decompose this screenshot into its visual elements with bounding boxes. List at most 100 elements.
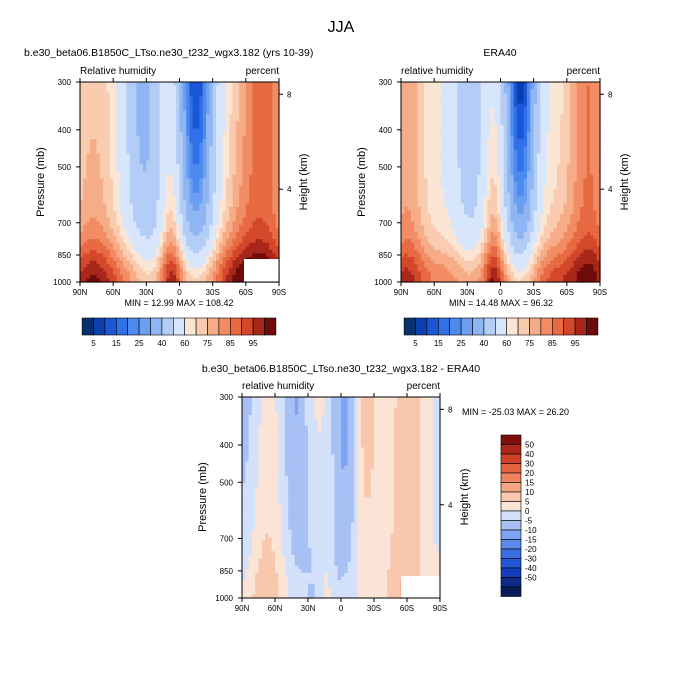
field-cell [447,89,452,94]
field-cell [460,114,465,119]
field-cell [444,178,449,183]
field-cell [460,92,465,97]
field-cell [235,189,240,194]
field-cell [202,132,207,137]
field-cell [239,171,244,176]
field-cell [139,107,144,112]
field-cell [126,128,131,133]
field-cell [430,171,435,176]
field-cell [219,185,224,190]
field-cell [259,103,264,108]
field-cell [219,207,224,212]
field-cell [109,82,114,87]
field-cell [96,171,101,176]
field-cell [212,178,217,183]
field-cell [464,264,468,269]
field-cell [424,278,429,283]
field-cell [487,167,492,172]
field-cell [202,196,207,201]
field-cell [93,199,98,205]
field-cell [407,214,412,219]
field-cell [126,228,131,233]
field-cell [109,217,114,222]
field-cell [470,214,475,219]
field-cell [245,249,250,255]
field-cell [420,171,425,176]
field-cell [96,257,101,262]
field-cell [464,171,468,176]
field-cell [113,135,118,140]
field-cell [106,82,111,87]
field-cell [119,164,124,169]
field-cell [83,192,88,197]
field-cell [93,167,98,172]
field-cell [420,210,425,215]
field-cell [440,110,445,115]
field-cell [401,239,405,244]
field-cell [86,174,91,180]
field-cell [249,82,254,87]
field-cell [189,167,194,172]
field-cell [470,178,475,183]
field-cell [182,99,187,105]
field-cell [189,189,194,194]
field-cell [480,271,485,276]
field-cell [265,214,270,219]
field-cell [139,85,144,90]
field-cell [196,207,200,212]
field-cell [99,196,104,201]
field-cell [83,207,88,212]
field-cell [166,114,171,119]
field-cell [176,260,181,265]
field-cell [440,89,445,94]
field-cell [179,235,184,240]
field-cell [457,96,462,101]
field-cell [189,103,194,108]
field-cell [186,142,191,147]
field-cell [265,228,270,233]
field-cell [480,103,485,108]
field-cell [176,253,181,258]
field-cell [126,174,131,180]
field-cell [86,203,91,208]
field-cell [89,178,94,183]
field-cell [172,239,177,244]
field-cell [83,89,88,94]
field-cell [172,99,177,105]
field-cell [196,210,200,215]
field-cell [129,178,134,183]
field-cell [103,92,108,97]
y2-tick-label: 8 [287,90,292,99]
field-cell [490,199,495,205]
field-cell [275,132,280,137]
field-cell [225,110,230,115]
field-cell [96,149,101,155]
field-cell [196,242,200,247]
field-cell [169,246,174,251]
field-cell [473,242,478,247]
field-cell [219,92,224,97]
field-cell [430,274,435,280]
field-cell [252,92,257,97]
field-cell [414,214,419,219]
field-cell [206,135,210,140]
field-cell [152,271,157,276]
field-cell [444,99,449,105]
field-cell [252,139,257,144]
field-cell [457,139,462,144]
field-cell [265,207,270,212]
field-cell [189,157,194,162]
field-cell [430,207,435,212]
field-cell [143,203,147,208]
field-cell [255,128,260,133]
field-cell [454,171,458,176]
field-cell [126,217,131,222]
field-cell [199,239,204,244]
field-cell [487,139,492,144]
field-cell [404,124,409,130]
y-tick-label: 300 [58,78,72,87]
field-cell [162,89,167,94]
field-cell [490,189,495,194]
field-cell [199,132,204,137]
field-cell [129,128,134,133]
